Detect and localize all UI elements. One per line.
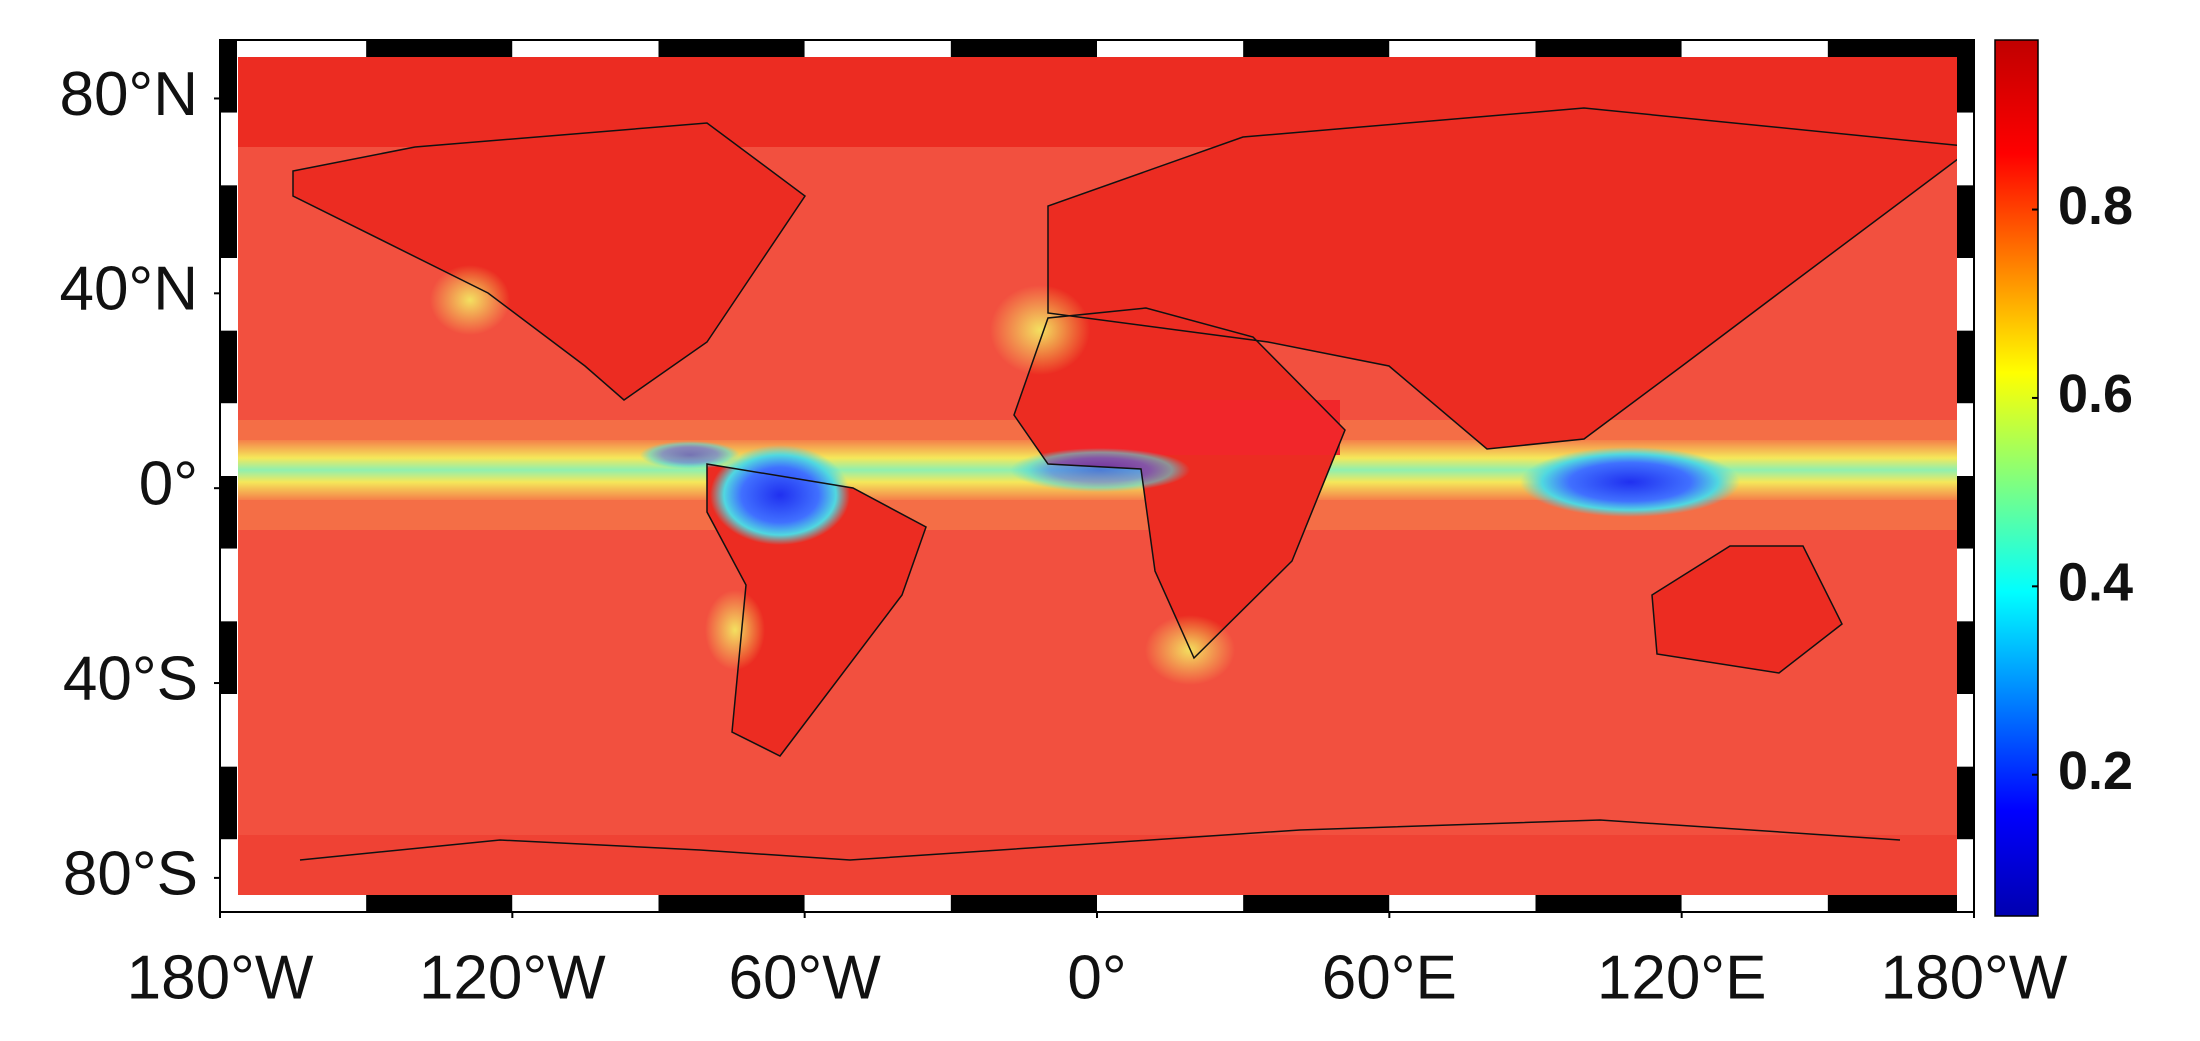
frame-stripe (1957, 694, 1974, 767)
lon-tick-label: 60°W (729, 943, 882, 1012)
frame-stripe (220, 330, 237, 404)
lon-tick-label: 60°E (1322, 943, 1457, 1012)
frame-stripe (220, 40, 367, 57)
frame-stripe (1827, 40, 1974, 57)
frame-stripe (1827, 895, 1974, 912)
colorbar-tick-label: 0.8 (2058, 176, 2133, 236)
lat-tick-label: 40°S (63, 644, 198, 713)
frame-stripe (1389, 895, 1536, 912)
lat-tick-label: 0° (139, 450, 198, 519)
colorbar-scale (1994, 39, 2039, 917)
lon-tick-label: 0° (1067, 943, 1126, 1012)
frame-stripe (512, 40, 659, 57)
frame-stripe (220, 895, 367, 912)
frame-stripe (804, 895, 951, 912)
frame-stripe (1957, 476, 1974, 549)
frame-stripe (1097, 40, 1244, 57)
low-field (1520, 447, 1740, 517)
lat-tick-label: 80°N (59, 60, 198, 129)
lon-tick-label: 120°E (1597, 943, 1767, 1012)
frame-stripe (658, 895, 805, 912)
frame-stripe (220, 694, 237, 767)
sahel-field (1060, 400, 1340, 455)
lon-tick-label: 180°W (1881, 943, 2068, 1012)
frame-stripe (1681, 895, 1828, 912)
frame-stripe (1681, 40, 1828, 57)
frame-stripe (1243, 895, 1390, 912)
frame-stripe (1957, 185, 1974, 258)
colorbar: 0.2 0.4 0.6 0.8 (1994, 39, 2133, 917)
frame-stripe (1957, 621, 1974, 694)
frame-stripe (1957, 839, 1974, 912)
frame-stripe (1957, 403, 1974, 476)
frame-stripe (366, 895, 513, 912)
frame-stripe (1957, 330, 1974, 404)
frame-stripe (220, 839, 237, 912)
low-field (705, 590, 765, 670)
frame-stripe (220, 621, 237, 694)
land-field (238, 57, 1957, 895)
colorbar-tick-label: 0.6 (2058, 364, 2133, 424)
frame-stripe (220, 258, 237, 331)
frame-stripe (220, 548, 237, 622)
frame-stripe (220, 40, 237, 113)
frame-stripe (1389, 40, 1536, 57)
frame-stripe (366, 40, 513, 57)
frame-stripe (950, 895, 1097, 912)
low-field (430, 265, 510, 335)
frame-stripe (1535, 895, 1682, 912)
frame-stripe (1957, 112, 1974, 186)
lon-tick-label: 120°W (419, 943, 606, 1012)
colorbar-tick-label: 0.2 (2058, 741, 2133, 801)
low-field (990, 285, 1090, 375)
frame-stripe (220, 185, 237, 258)
lon-tick-label: 180°W (127, 943, 314, 1012)
frame-stripe (1957, 548, 1974, 622)
frame-stripe (804, 40, 951, 57)
frame-stripe (220, 766, 237, 840)
frame-stripe (220, 403, 237, 476)
lat-tick-label: 80°S (63, 839, 198, 908)
frame-stripe (950, 40, 1097, 57)
frame-stripe (1957, 766, 1974, 840)
frame-stripe (1957, 258, 1974, 331)
frame-stripe (658, 40, 805, 57)
frame-stripe (1535, 40, 1682, 57)
frame-stripe (220, 112, 237, 186)
frame-stripe (1097, 895, 1244, 912)
coastlines (292, 107, 1957, 861)
map-field (238, 57, 1957, 895)
lat-tick-label: 40°N (59, 255, 198, 324)
frame-stripe (1957, 40, 1974, 113)
low-field (640, 441, 740, 469)
frame-stripe (512, 895, 659, 912)
frame-stripe (220, 476, 237, 549)
map-frame (220, 40, 1974, 912)
frame-stripe (1243, 40, 1390, 57)
low-field (1010, 448, 1190, 492)
colorbar-tick-label: 0.4 (2058, 553, 2133, 613)
